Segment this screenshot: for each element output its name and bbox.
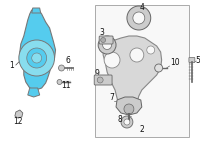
Circle shape bbox=[57, 80, 62, 85]
Circle shape bbox=[59, 65, 64, 71]
Circle shape bbox=[101, 37, 106, 42]
Text: 9: 9 bbox=[95, 69, 100, 78]
Circle shape bbox=[127, 6, 151, 30]
Text: 11: 11 bbox=[62, 81, 71, 90]
Circle shape bbox=[124, 104, 134, 114]
Text: 4: 4 bbox=[139, 3, 144, 12]
Polygon shape bbox=[15, 110, 23, 118]
Polygon shape bbox=[116, 97, 142, 115]
Circle shape bbox=[103, 41, 112, 50]
Text: 1: 1 bbox=[10, 61, 14, 70]
Circle shape bbox=[19, 40, 55, 76]
Text: 5: 5 bbox=[195, 56, 200, 65]
Text: 3: 3 bbox=[100, 28, 105, 37]
Circle shape bbox=[27, 48, 47, 68]
Bar bbox=[95, 5, 189, 137]
Circle shape bbox=[32, 53, 42, 63]
Polygon shape bbox=[32, 8, 41, 13]
Circle shape bbox=[98, 36, 116, 54]
Polygon shape bbox=[28, 88, 40, 97]
Text: 2: 2 bbox=[139, 125, 144, 134]
Circle shape bbox=[121, 116, 133, 128]
Text: 7: 7 bbox=[110, 93, 114, 102]
Text: 10: 10 bbox=[171, 58, 180, 67]
Polygon shape bbox=[103, 36, 162, 110]
FancyBboxPatch shape bbox=[94, 75, 112, 85]
Circle shape bbox=[97, 77, 103, 83]
Circle shape bbox=[155, 64, 163, 72]
Text: 6: 6 bbox=[66, 56, 71, 65]
FancyBboxPatch shape bbox=[99, 36, 113, 44]
Circle shape bbox=[130, 48, 144, 62]
Polygon shape bbox=[20, 10, 56, 90]
Text: 12: 12 bbox=[13, 117, 23, 126]
FancyBboxPatch shape bbox=[189, 57, 195, 62]
Circle shape bbox=[124, 119, 130, 125]
Circle shape bbox=[104, 52, 120, 68]
Circle shape bbox=[147, 46, 155, 54]
Text: 8: 8 bbox=[118, 115, 122, 124]
Circle shape bbox=[133, 12, 145, 24]
